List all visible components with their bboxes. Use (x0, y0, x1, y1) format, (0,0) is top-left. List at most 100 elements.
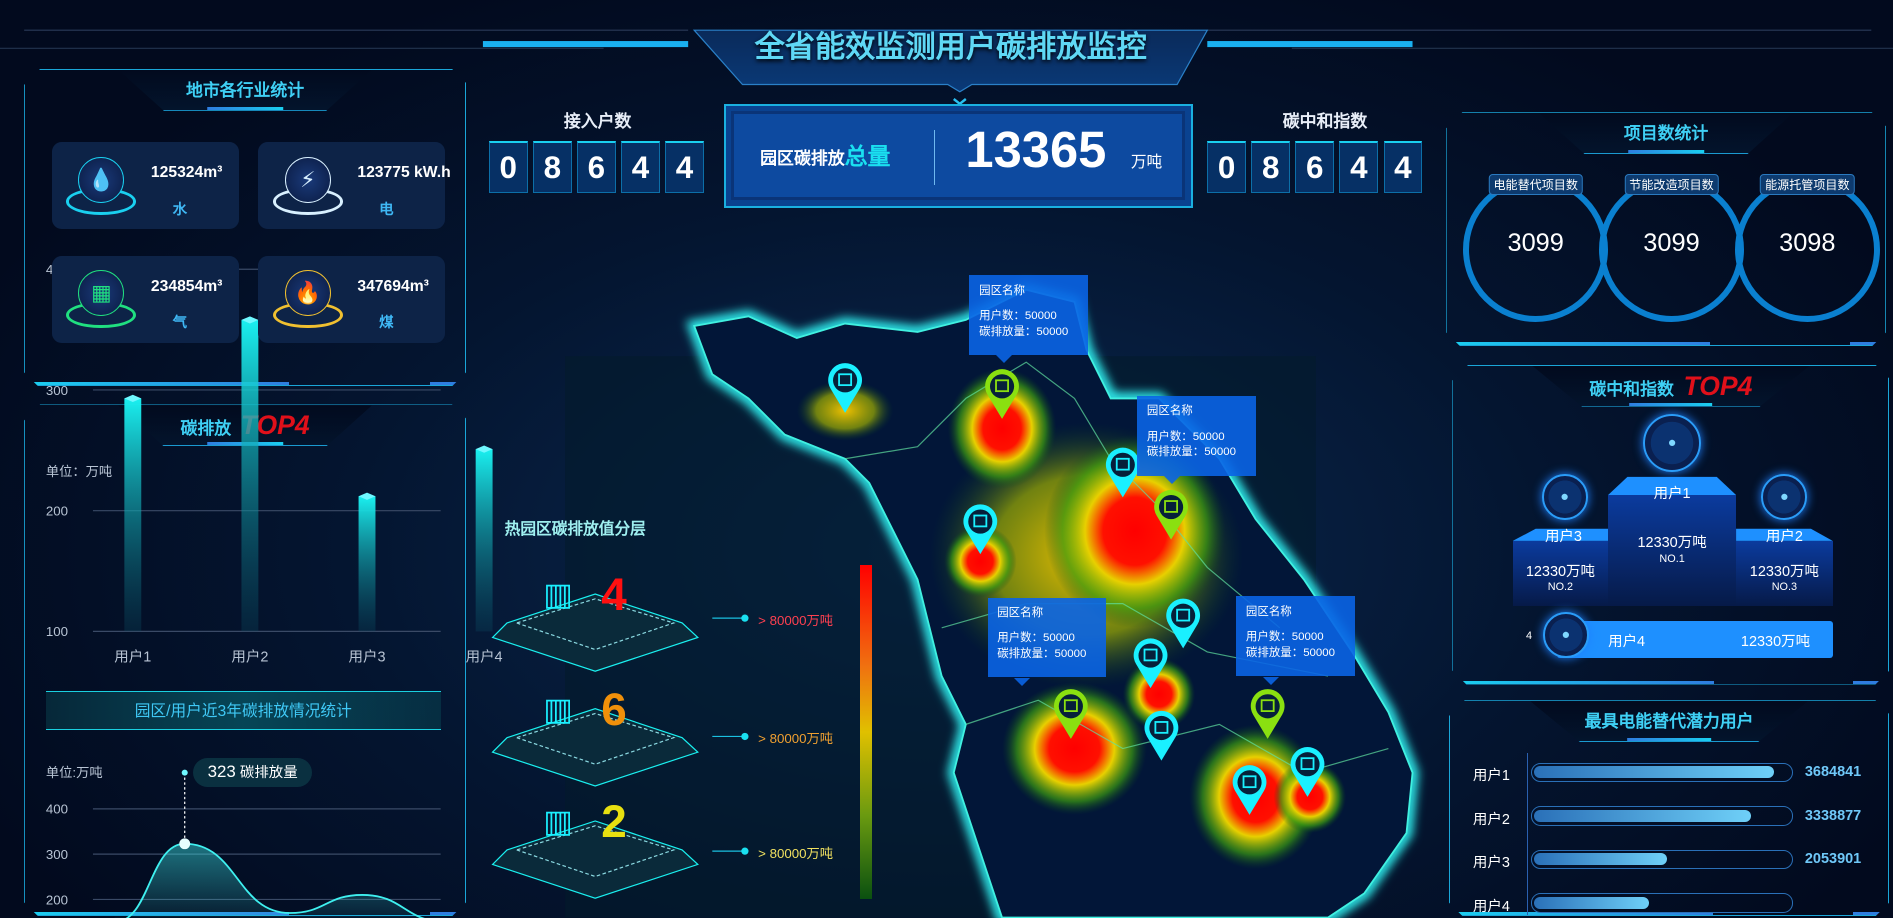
project-count-ring: 电能替代项目数 3099 (1463, 173, 1609, 323)
panel-title: 最具电能替代潜力用户 (1530, 701, 1808, 742)
potential-row: 用户1 3684841 (1472, 763, 1871, 785)
tooltip-name: 园区名称 (997, 607, 1044, 620)
total-emission-box: 园区碳排放总量 13365 万吨 (724, 103, 1193, 208)
user-value: 3684841 (1804, 764, 1862, 781)
park-marker-icon[interactable] (1232, 765, 1267, 815)
project-stats-panel: 项目数统计 (1446, 112, 1885, 346)
industry-card: ▦ 234854m³ 气 (51, 255, 240, 343)
project-count-ring: 节能改造项目数 3099 (1599, 173, 1744, 323)
tooltip-name: 园区名称 (979, 284, 1025, 297)
progress-fill (1534, 766, 1774, 779)
layers-title: 热园区碳排放值分层 (504, 520, 646, 538)
user-value: 2053901 (1804, 851, 1862, 868)
building-icon: ▥ (543, 804, 573, 840)
industry-value: 123775 kW.h (357, 164, 451, 182)
park-marker-icon[interactable] (1166, 598, 1201, 649)
park-marker-icon[interactable] (1053, 689, 1088, 739)
user-avatar-icon: ● (1542, 612, 1589, 658)
potential-row: 用户3 2053901 (1472, 849, 1871, 872)
digit-box: 8 (533, 141, 572, 194)
water-drop-icon: 💧 (78, 156, 125, 203)
industry-name: 气 (172, 315, 188, 332)
industry-value: 234854m³ (150, 277, 223, 295)
building-icon: ▥ (543, 691, 573, 727)
panel-title: 项目数统计 (1539, 113, 1793, 154)
user-name: 用户3 (1472, 855, 1510, 872)
park-marker-icon[interactable] (1290, 747, 1325, 797)
user-avatar-icon: ● (1541, 474, 1588, 521)
progress-track (1530, 849, 1793, 870)
podium-rank: NO.1 (1659, 552, 1685, 565)
bar-unit: 单位：万吨 (45, 464, 113, 480)
heat-color-scale (859, 565, 872, 900)
digit-box: 4 (1339, 141, 1379, 194)
park-marker-icon[interactable] (1133, 638, 1168, 689)
tooltip-users: 用户数：50000 (979, 310, 1057, 323)
user-name: 用户1 (1472, 768, 1510, 785)
building-icon: ▥ (543, 577, 573, 613)
layer-count: 2 (601, 795, 627, 848)
tooltip-name: 园区名称 (1146, 405, 1193, 418)
tooltip-users: 用户数：50000 (997, 632, 1075, 645)
total-value: 13365 (965, 121, 1107, 179)
user-value: 3338877 (1804, 807, 1862, 824)
digit-box: 8 (1251, 141, 1290, 194)
rank4-name: 用户4 (1608, 634, 1646, 651)
potential-users-panel: 最具电能替代潜力用户 (1449, 700, 1890, 916)
park-marker-icon[interactable] (1250, 689, 1285, 739)
podium-first: 12330万吨 NO.1 (1608, 494, 1737, 607)
line-unit: 单位:万吨 (45, 764, 103, 780)
title-text: 碳排放 (180, 419, 232, 439)
project-label: 电能替代项目数 (1488, 173, 1583, 195)
page-title: 全省能效监测用户碳排放监控 (754, 30, 1147, 64)
total-label-highlight: 总量 (844, 143, 891, 170)
potential-row: 用户4 (1473, 893, 1871, 915)
park-tooltip: 园区名称 用户数：50000 碳排放量：50000 (1236, 596, 1355, 685)
rank4-value: 12330万吨 (1740, 634, 1811, 651)
user-name: 用户2 (1472, 811, 1510, 828)
podium-value: 12330万吨 (1637, 535, 1707, 552)
trend-banner: 园区/用户近3年碳排放情况统计 (45, 690, 441, 731)
industry-card: 🔥 347694m³ 煤 (258, 255, 446, 343)
industry-name: 电 (379, 201, 394, 218)
park-marker-icon[interactable] (828, 363, 863, 413)
park-marker-icon[interactable] (1105, 447, 1140, 498)
tooltip-name: 园区名称 (1245, 605, 1292, 618)
podium-rank: NO.3 (1771, 580, 1798, 593)
podium-rank: NO.2 (1547, 580, 1574, 593)
park-marker-icon[interactable] (1154, 489, 1188, 540)
user-name: 用户4 (1472, 898, 1510, 915)
gas-icon: ▦ (78, 270, 125, 317)
digit-box: 4 (665, 141, 704, 194)
progress-fill (1534, 896, 1649, 909)
panel-title: 碳中和指数 TOP4 (1532, 366, 1810, 407)
digit-box: 4 (1383, 141, 1423, 194)
total-label: 园区碳排放 (760, 149, 845, 169)
podium-value: 12330万吨 (1525, 564, 1595, 581)
podium-name: 用户3 (1544, 529, 1582, 546)
digit-box: 0 (1207, 141, 1246, 194)
industry-name: 水 (172, 201, 188, 218)
title-text: 碳中和指数 (1589, 379, 1674, 399)
park-marker-icon[interactable] (1144, 710, 1179, 761)
park-marker-icon[interactable] (963, 504, 998, 555)
digit-box: 0 (488, 141, 528, 194)
carbon-neutral-label: 碳中和指数 (1282, 112, 1368, 132)
progress-track (1530, 763, 1793, 783)
user-avatar-icon: ● (1643, 414, 1702, 473)
park-tooltip: 园区名称 用户数：50000 碳排放量：50000 (987, 597, 1106, 686)
podium-second: 12330万吨 NO.2 (1512, 540, 1609, 607)
project-value: 3098 (1779, 229, 1836, 258)
project-count-ring: 能源托管项目数 3098 (1734, 173, 1880, 323)
chart-tooltip: 323 碳排放量 (193, 758, 313, 788)
park-marker-icon[interactable] (985, 369, 1019, 419)
tooltip-value: 323 (207, 762, 236, 782)
neutral-top4-panel: 碳中和指数 TOP4 (1452, 365, 1889, 685)
podium-name: 用户1 (1653, 485, 1691, 502)
lightning-icon: ⚡ (284, 156, 331, 203)
tooltip-emission: 碳排放量：50000 (997, 648, 1087, 661)
digit-box: 6 (1295, 141, 1335, 194)
project-value: 3099 (1643, 229, 1700, 258)
tooltip-users: 用户数：50000 (1146, 430, 1225, 443)
